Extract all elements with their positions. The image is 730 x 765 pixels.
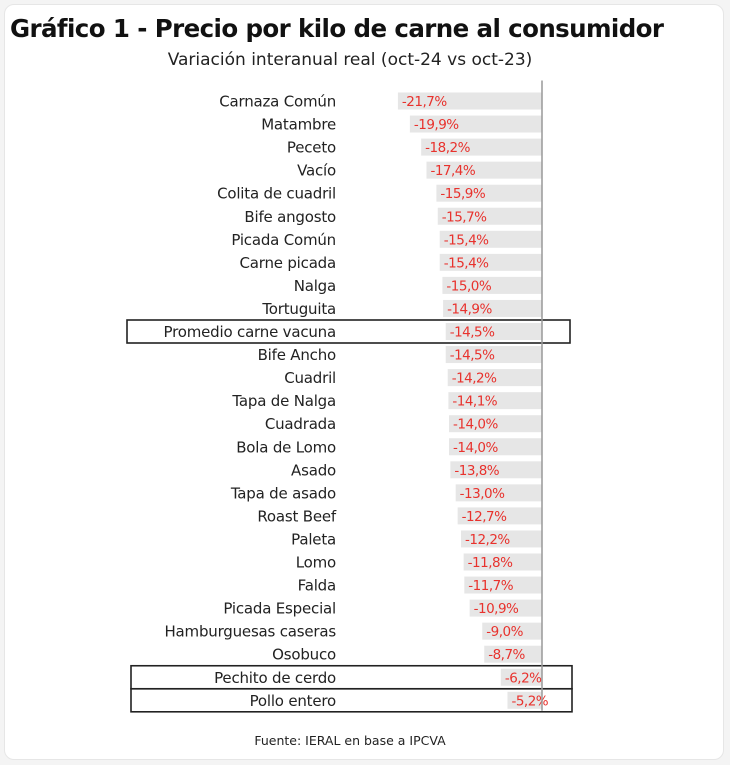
data-label: -14,9% bbox=[447, 301, 492, 317]
category-label: Cuadril bbox=[284, 369, 336, 387]
bar bbox=[409, 115, 542, 133]
category-label: Falda bbox=[298, 577, 336, 595]
category-label: Colita de cuadril bbox=[217, 185, 336, 203]
bar bbox=[449, 438, 542, 456]
bar bbox=[439, 230, 542, 248]
chart-title: Gráfico 1 - Precio por kilo de carne al … bbox=[10, 14, 664, 43]
data-label: -14,5% bbox=[450, 325, 495, 341]
bar bbox=[507, 691, 542, 709]
data-label: -15,4% bbox=[444, 255, 489, 271]
data-label: -14,5% bbox=[450, 348, 495, 364]
bar bbox=[482, 622, 542, 640]
data-label: -15,9% bbox=[440, 186, 485, 202]
bar bbox=[500, 668, 542, 686]
bar bbox=[447, 369, 542, 387]
data-label: -14,0% bbox=[453, 440, 498, 456]
category-label: Paleta bbox=[291, 530, 336, 548]
bar bbox=[436, 184, 542, 202]
data-label: -5,2% bbox=[511, 693, 548, 709]
data-label: -6,2% bbox=[505, 670, 542, 686]
data-label: -8,7% bbox=[488, 647, 525, 663]
bar bbox=[442, 276, 542, 294]
bar bbox=[443, 299, 542, 317]
category-label: Promedio carne vacuna bbox=[164, 323, 336, 341]
category-label: Picada Común bbox=[231, 231, 336, 249]
data-label: -15,7% bbox=[442, 209, 487, 225]
category-label: Asado bbox=[291, 461, 336, 479]
category-label: Roast Beef bbox=[257, 507, 337, 525]
category-label: Bola de Lomo bbox=[236, 438, 336, 456]
bar bbox=[439, 253, 542, 271]
category-label: Bife Ancho bbox=[258, 346, 336, 364]
data-label: -14,2% bbox=[452, 371, 497, 387]
data-label: -9,0% bbox=[486, 624, 523, 640]
data-label: -13,0% bbox=[460, 486, 505, 502]
bar bbox=[445, 323, 542, 340]
highlight-box bbox=[130, 687, 573, 713]
highlight-box bbox=[126, 319, 571, 344]
data-label: -19,9% bbox=[414, 117, 459, 133]
category-label: Lomo bbox=[296, 554, 336, 572]
data-label: -18,2% bbox=[425, 140, 470, 156]
category-label: Cuadrada bbox=[265, 415, 336, 433]
category-label: Nalga bbox=[294, 277, 336, 295]
category-label: Pechito de cerdo bbox=[214, 669, 336, 687]
bar bbox=[450, 461, 542, 479]
category-label: Hamburguesas caseras bbox=[164, 623, 336, 641]
bar bbox=[445, 346, 542, 364]
bar bbox=[437, 207, 542, 225]
bar bbox=[448, 392, 542, 410]
bar bbox=[469, 599, 542, 617]
bar bbox=[455, 484, 542, 502]
data-label: -17,4% bbox=[430, 163, 475, 179]
category-label: Pollo entero bbox=[250, 692, 336, 710]
bar bbox=[397, 92, 542, 110]
category-label: Bife angosto bbox=[244, 208, 336, 226]
data-label: -14,0% bbox=[453, 417, 498, 433]
category-label: Carnaza Común bbox=[219, 93, 336, 111]
chart-card bbox=[4, 4, 724, 760]
bar bbox=[484, 645, 542, 663]
data-label: -10,9% bbox=[474, 601, 519, 617]
bar bbox=[464, 576, 542, 594]
data-label: -14,1% bbox=[452, 394, 497, 410]
data-label: -15,0% bbox=[446, 278, 491, 294]
category-label: Vacío bbox=[297, 162, 336, 180]
bar bbox=[449, 415, 542, 433]
bar bbox=[463, 553, 542, 571]
chart-source: Fuente: IERAL en base a IPCVA bbox=[254, 733, 446, 748]
category-label: Tortuguita bbox=[261, 300, 336, 318]
category-label: Osobuco bbox=[272, 646, 336, 664]
data-label: -13,8% bbox=[454, 463, 499, 479]
data-label: -12,7% bbox=[462, 509, 507, 525]
bar bbox=[426, 161, 542, 179]
bar bbox=[457, 507, 542, 525]
chart-subtitle: Variación interanual real (oct-24 vs oct… bbox=[167, 50, 533, 70]
data-label: -11,7% bbox=[468, 578, 513, 594]
category-label: Tapa de Nalga bbox=[231, 392, 336, 410]
bar bbox=[460, 530, 542, 548]
category-label: Tapa de asado bbox=[230, 484, 336, 502]
category-label: Matambre bbox=[261, 116, 336, 134]
data-label: -15,4% bbox=[444, 232, 489, 248]
data-label: -12,2% bbox=[465, 532, 510, 548]
category-label: Carne picada bbox=[239, 254, 336, 272]
data-label: -11,8% bbox=[468, 555, 513, 571]
bar bbox=[421, 138, 542, 156]
data-label: -21,7% bbox=[402, 94, 447, 110]
category-label: Peceto bbox=[287, 139, 336, 157]
category-label: Picada Especial bbox=[223, 600, 336, 618]
